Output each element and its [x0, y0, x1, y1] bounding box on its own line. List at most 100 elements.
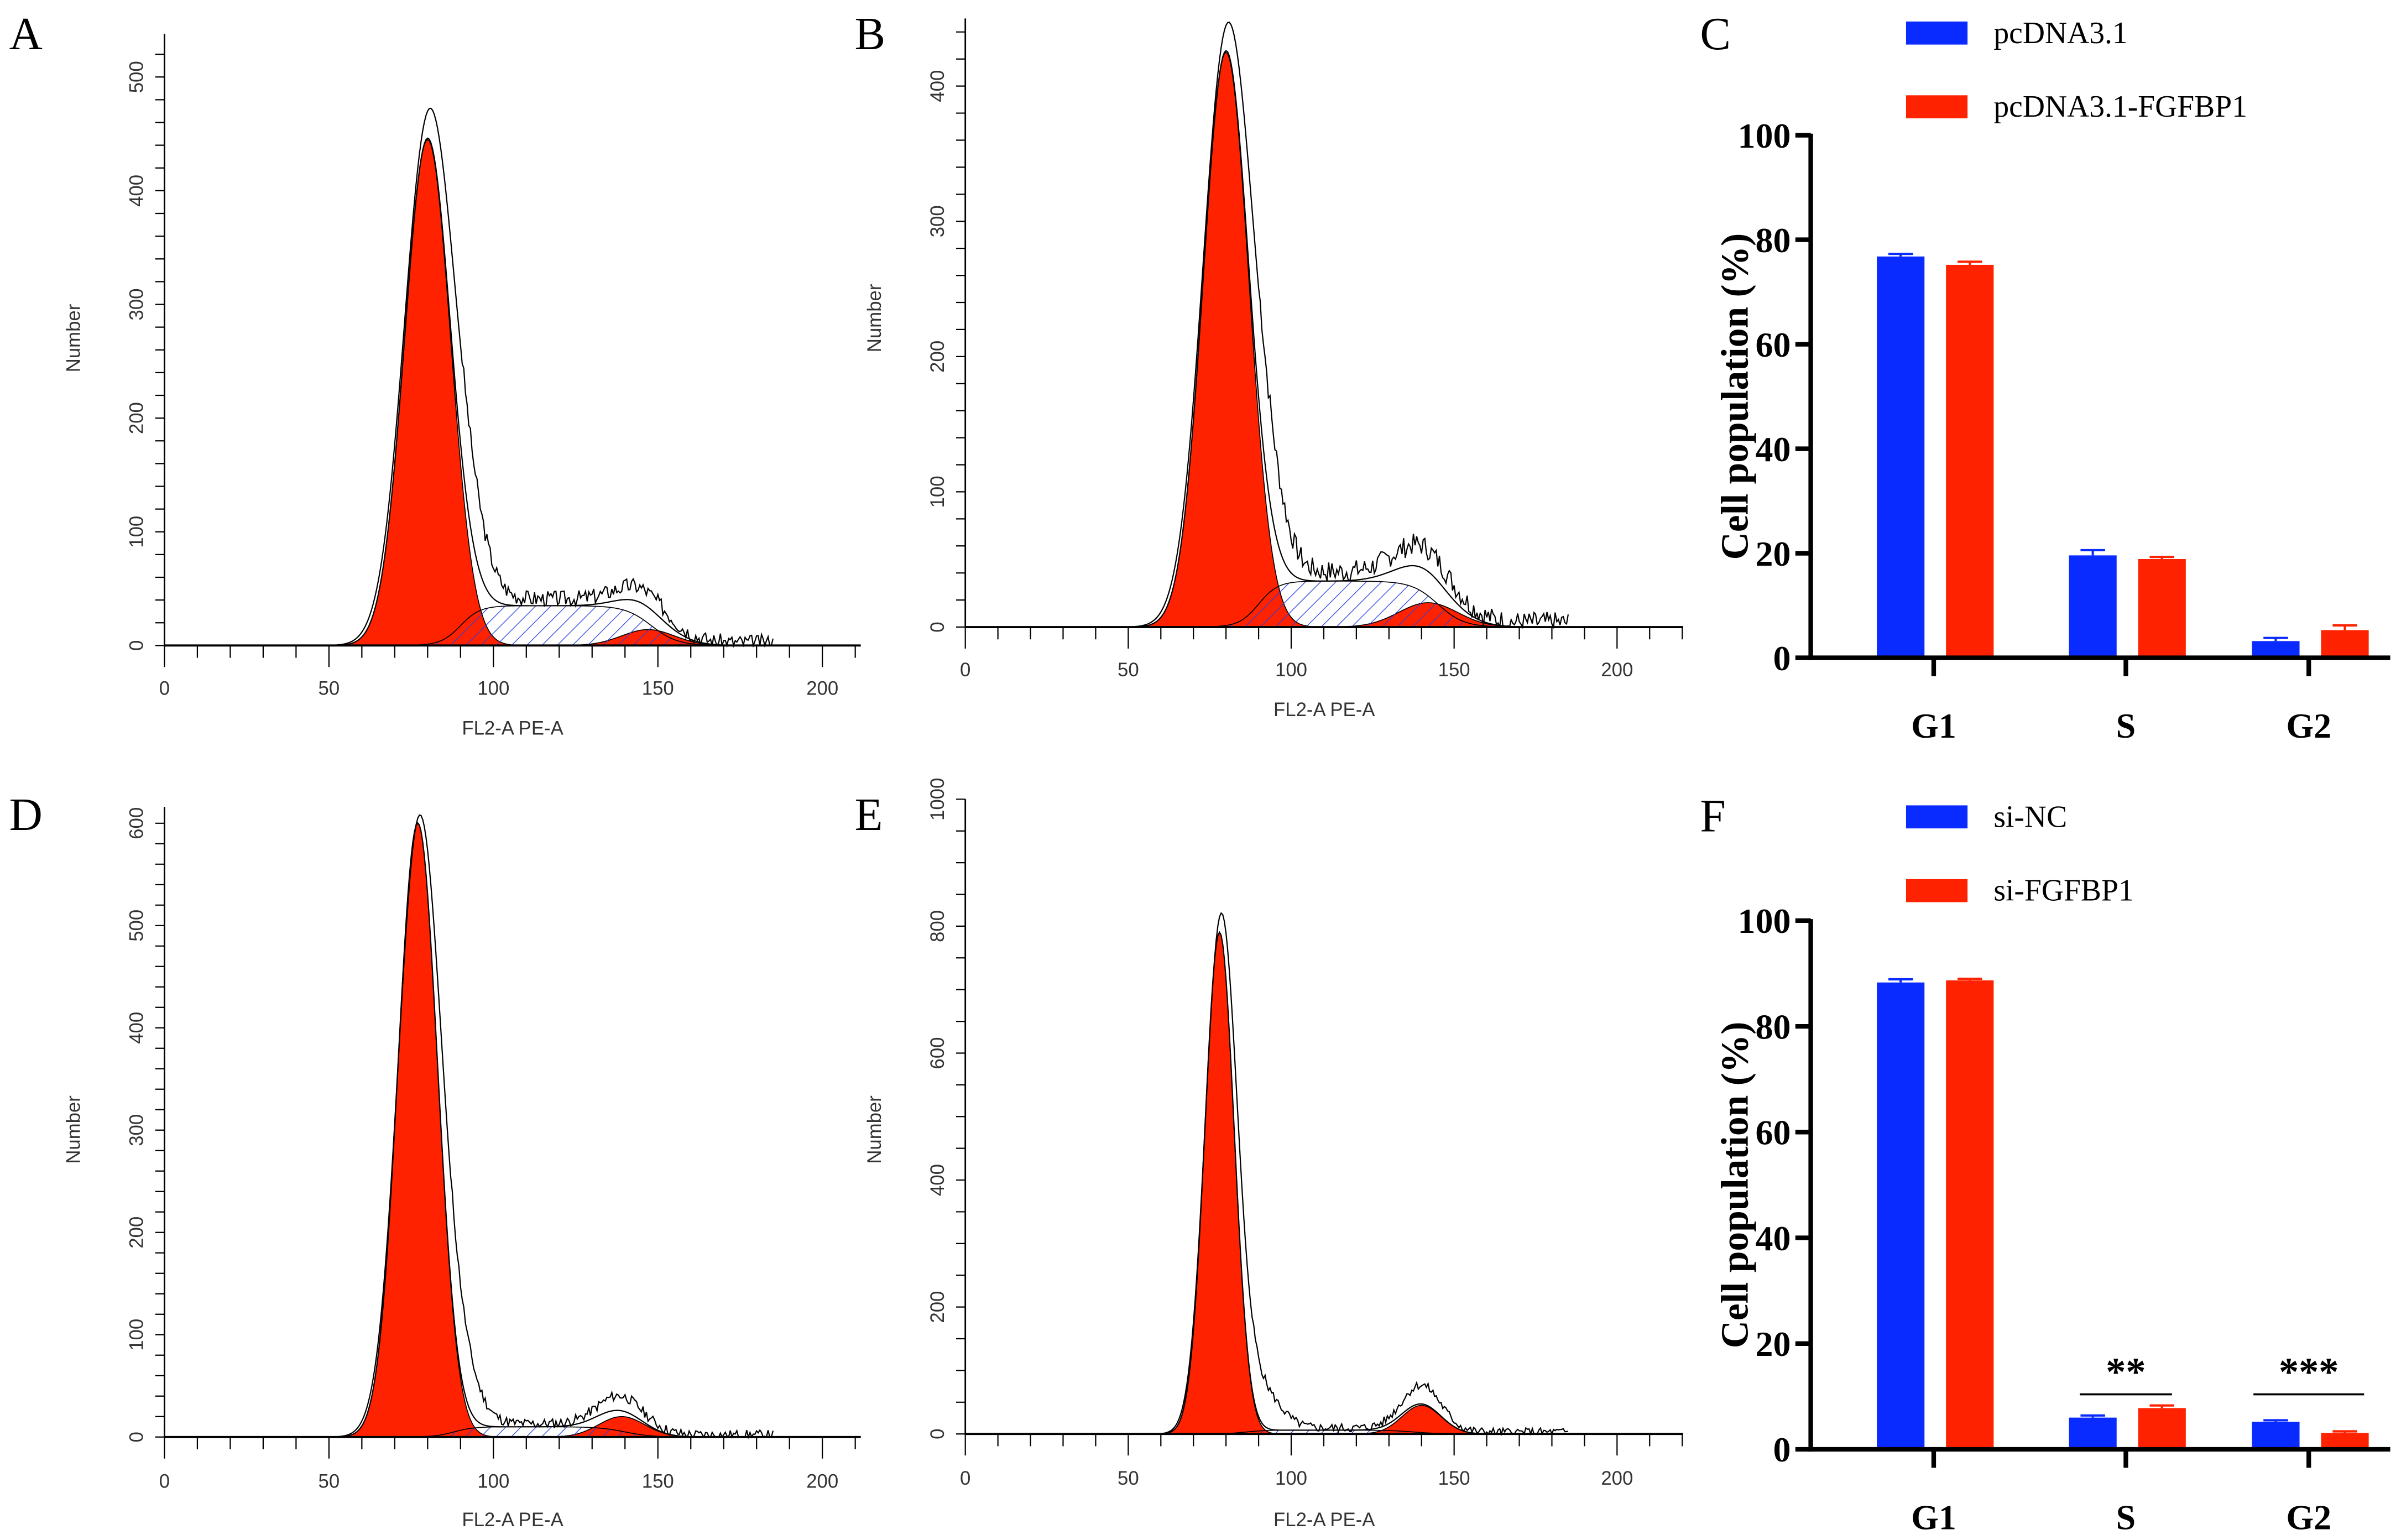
y-tick-label: 200 [927, 1291, 948, 1323]
g1-peak-area [296, 139, 773, 646]
y-tick-label: 20 [1756, 534, 1791, 573]
panel-letter: B [855, 9, 886, 60]
data-histogram-line [1095, 912, 1569, 1437]
legend-swatch-red [1906, 95, 1968, 119]
x-tick-label: 0 [960, 660, 970, 681]
legend-label: si-NC [1993, 800, 2067, 834]
panel-c-bar-chart: pcDNA3.1 pcDNA3.1-FGFBP1 0 20 40 60 80 100 G1 S G2… [1700, 9, 2390, 745]
legend-label: pcDNA3.1 [1993, 16, 2127, 50]
panel-a-histogram: 0 50 100 150 200 0 100 200 300 400 500 FL2-A PE-A Nu… [9, 9, 861, 739]
g1-peak-area [1095, 51, 1568, 628]
y-tick-label: 400 [127, 1012, 148, 1044]
panel-b-histogram: 0 50 100 150 200 0 100 200 300 400 FL2-A PE-A Numbe… [855, 9, 1683, 721]
y-axis-label: Number [64, 1095, 85, 1164]
x-tick-label: 150 [1438, 660, 1470, 681]
y-tick-label: 300 [927, 205, 948, 237]
y-axis-label: Cell population (%) [1714, 1022, 1757, 1349]
y-tick-label: 100 [927, 476, 948, 508]
x-axis-label: FL2-A PE-A [462, 718, 563, 739]
y-tick-label: 1000 [927, 778, 948, 821]
y-tick-label: 500 [127, 910, 148, 942]
bar-s-red [2138, 1408, 2186, 1450]
y-tick-label: 200 [127, 402, 148, 434]
x-axis-label: FL2-A PE-A [462, 1510, 563, 1531]
y-tick-label: 100 [1738, 901, 1791, 941]
panel-d-histogram: 0 50 100 150 200 0 100 200 300 400 500 600 FL2-A PE-… [9, 790, 861, 1531]
y-tick-label: 600 [927, 1037, 948, 1069]
x-tick-label: 50 [1118, 660, 1139, 681]
bar-s-red [2138, 558, 2186, 658]
y-tick-label: 0 [127, 640, 148, 651]
y-tick-label: 400 [127, 175, 148, 207]
model-fit-line [1095, 50, 1568, 628]
bar-g2-blue [2252, 641, 2300, 658]
x-tick-label: 100 [1275, 1468, 1307, 1489]
model-fit-line [1095, 931, 1568, 1435]
model-fit-line [296, 137, 773, 646]
y-tick-label: 100 [127, 516, 148, 548]
x-tick-label: 100 [477, 1471, 509, 1492]
y-tick-label: 0 [1773, 1430, 1791, 1469]
y-tick-label: 100 [1738, 116, 1791, 155]
x-tick-label: 200 [806, 1471, 838, 1492]
y-tick-label: 40 [1756, 1219, 1791, 1258]
x-tick-label: 150 [642, 1471, 674, 1492]
x-tick-label: 0 [159, 1471, 170, 1492]
x-tick-label: G2 [2286, 706, 2331, 745]
y-tick-label: 40 [1756, 430, 1791, 469]
bar-g1-blue [1877, 982, 1925, 1450]
y-tick-label: 0 [927, 622, 948, 632]
bar-g2-red [2321, 1433, 2369, 1450]
x-tick-label: 0 [960, 1468, 970, 1489]
x-tick-label: 100 [477, 678, 509, 699]
y-tick-label: 80 [1756, 221, 1791, 260]
bar-g1-red [1946, 264, 1994, 658]
x-axis-label: FL2-A PE-A [1273, 1510, 1375, 1531]
y-tick-label: 200 [927, 341, 948, 373]
bar-g1-blue [1877, 256, 1925, 658]
y-tick-label: 0 [1773, 639, 1791, 678]
data-histogram-line [296, 814, 774, 1439]
y-axis-label: Number [64, 304, 85, 373]
panel-e-histogram: 0 50 100 150 200 0 200 400 600 800 1000 FL2-A PE-A N… [855, 778, 1683, 1531]
y-axis-label: Number [864, 284, 885, 353]
x-tick-label: G2 [2286, 1498, 2331, 1537]
y-tick-label: 600 [127, 807, 148, 839]
y-tick-label: 100 [127, 1319, 148, 1351]
y-tick-label: 80 [1756, 1007, 1791, 1046]
x-tick-label: 100 [1275, 660, 1307, 681]
legend-label: pcDNA3.1-FGFBP1 [1993, 90, 2247, 124]
panel-f-bar-chart: si-NC si-FGFBP1 0 20 40 60 80 100 G1 S G2 Cell popu… [1700, 791, 2390, 1537]
panel-letter: A [9, 9, 43, 60]
x-tick-label: 200 [806, 678, 838, 699]
x-tick-label: G1 [1911, 706, 1956, 745]
y-tick-label: 300 [127, 1114, 148, 1146]
panel-letter: C [1700, 9, 1731, 60]
g1-peak-area [296, 822, 773, 1438]
y-tick-label: 0 [927, 1429, 948, 1439]
panel-letter: F [1700, 791, 1725, 842]
model-fit-line [296, 822, 773, 1438]
bar-g2-red [2321, 630, 2369, 658]
g1-peak-area [1095, 931, 1568, 1435]
y-tick-label: 400 [927, 1164, 948, 1196]
y-tick-label: 800 [927, 910, 948, 942]
x-tick-label: 50 [1118, 1468, 1139, 1489]
legend-swatch-red [1906, 879, 1968, 902]
y-tick-label: 200 [127, 1217, 148, 1249]
x-tick-label: G1 [1911, 1498, 1956, 1537]
legend-swatch-blue [1906, 805, 1968, 829]
bar-s-blue [2069, 555, 2117, 658]
x-tick-label: 200 [1601, 1468, 1633, 1489]
data-histogram-line [1095, 22, 1569, 629]
x-axis-label: FL2-A PE-A [1273, 699, 1375, 721]
x-tick-label: 50 [319, 1471, 340, 1492]
y-tick-label: 0 [127, 1432, 148, 1442]
significance-stars: ** [2106, 1350, 2146, 1394]
bar-g1-red [1946, 980, 1994, 1450]
y-tick-label: 300 [127, 289, 148, 321]
legend-swatch-blue [1906, 21, 1968, 45]
y-axis-label: Cell population (%) [1714, 233, 1757, 560]
data-histogram-line [296, 107, 774, 648]
y-tick-label: 60 [1756, 325, 1791, 364]
